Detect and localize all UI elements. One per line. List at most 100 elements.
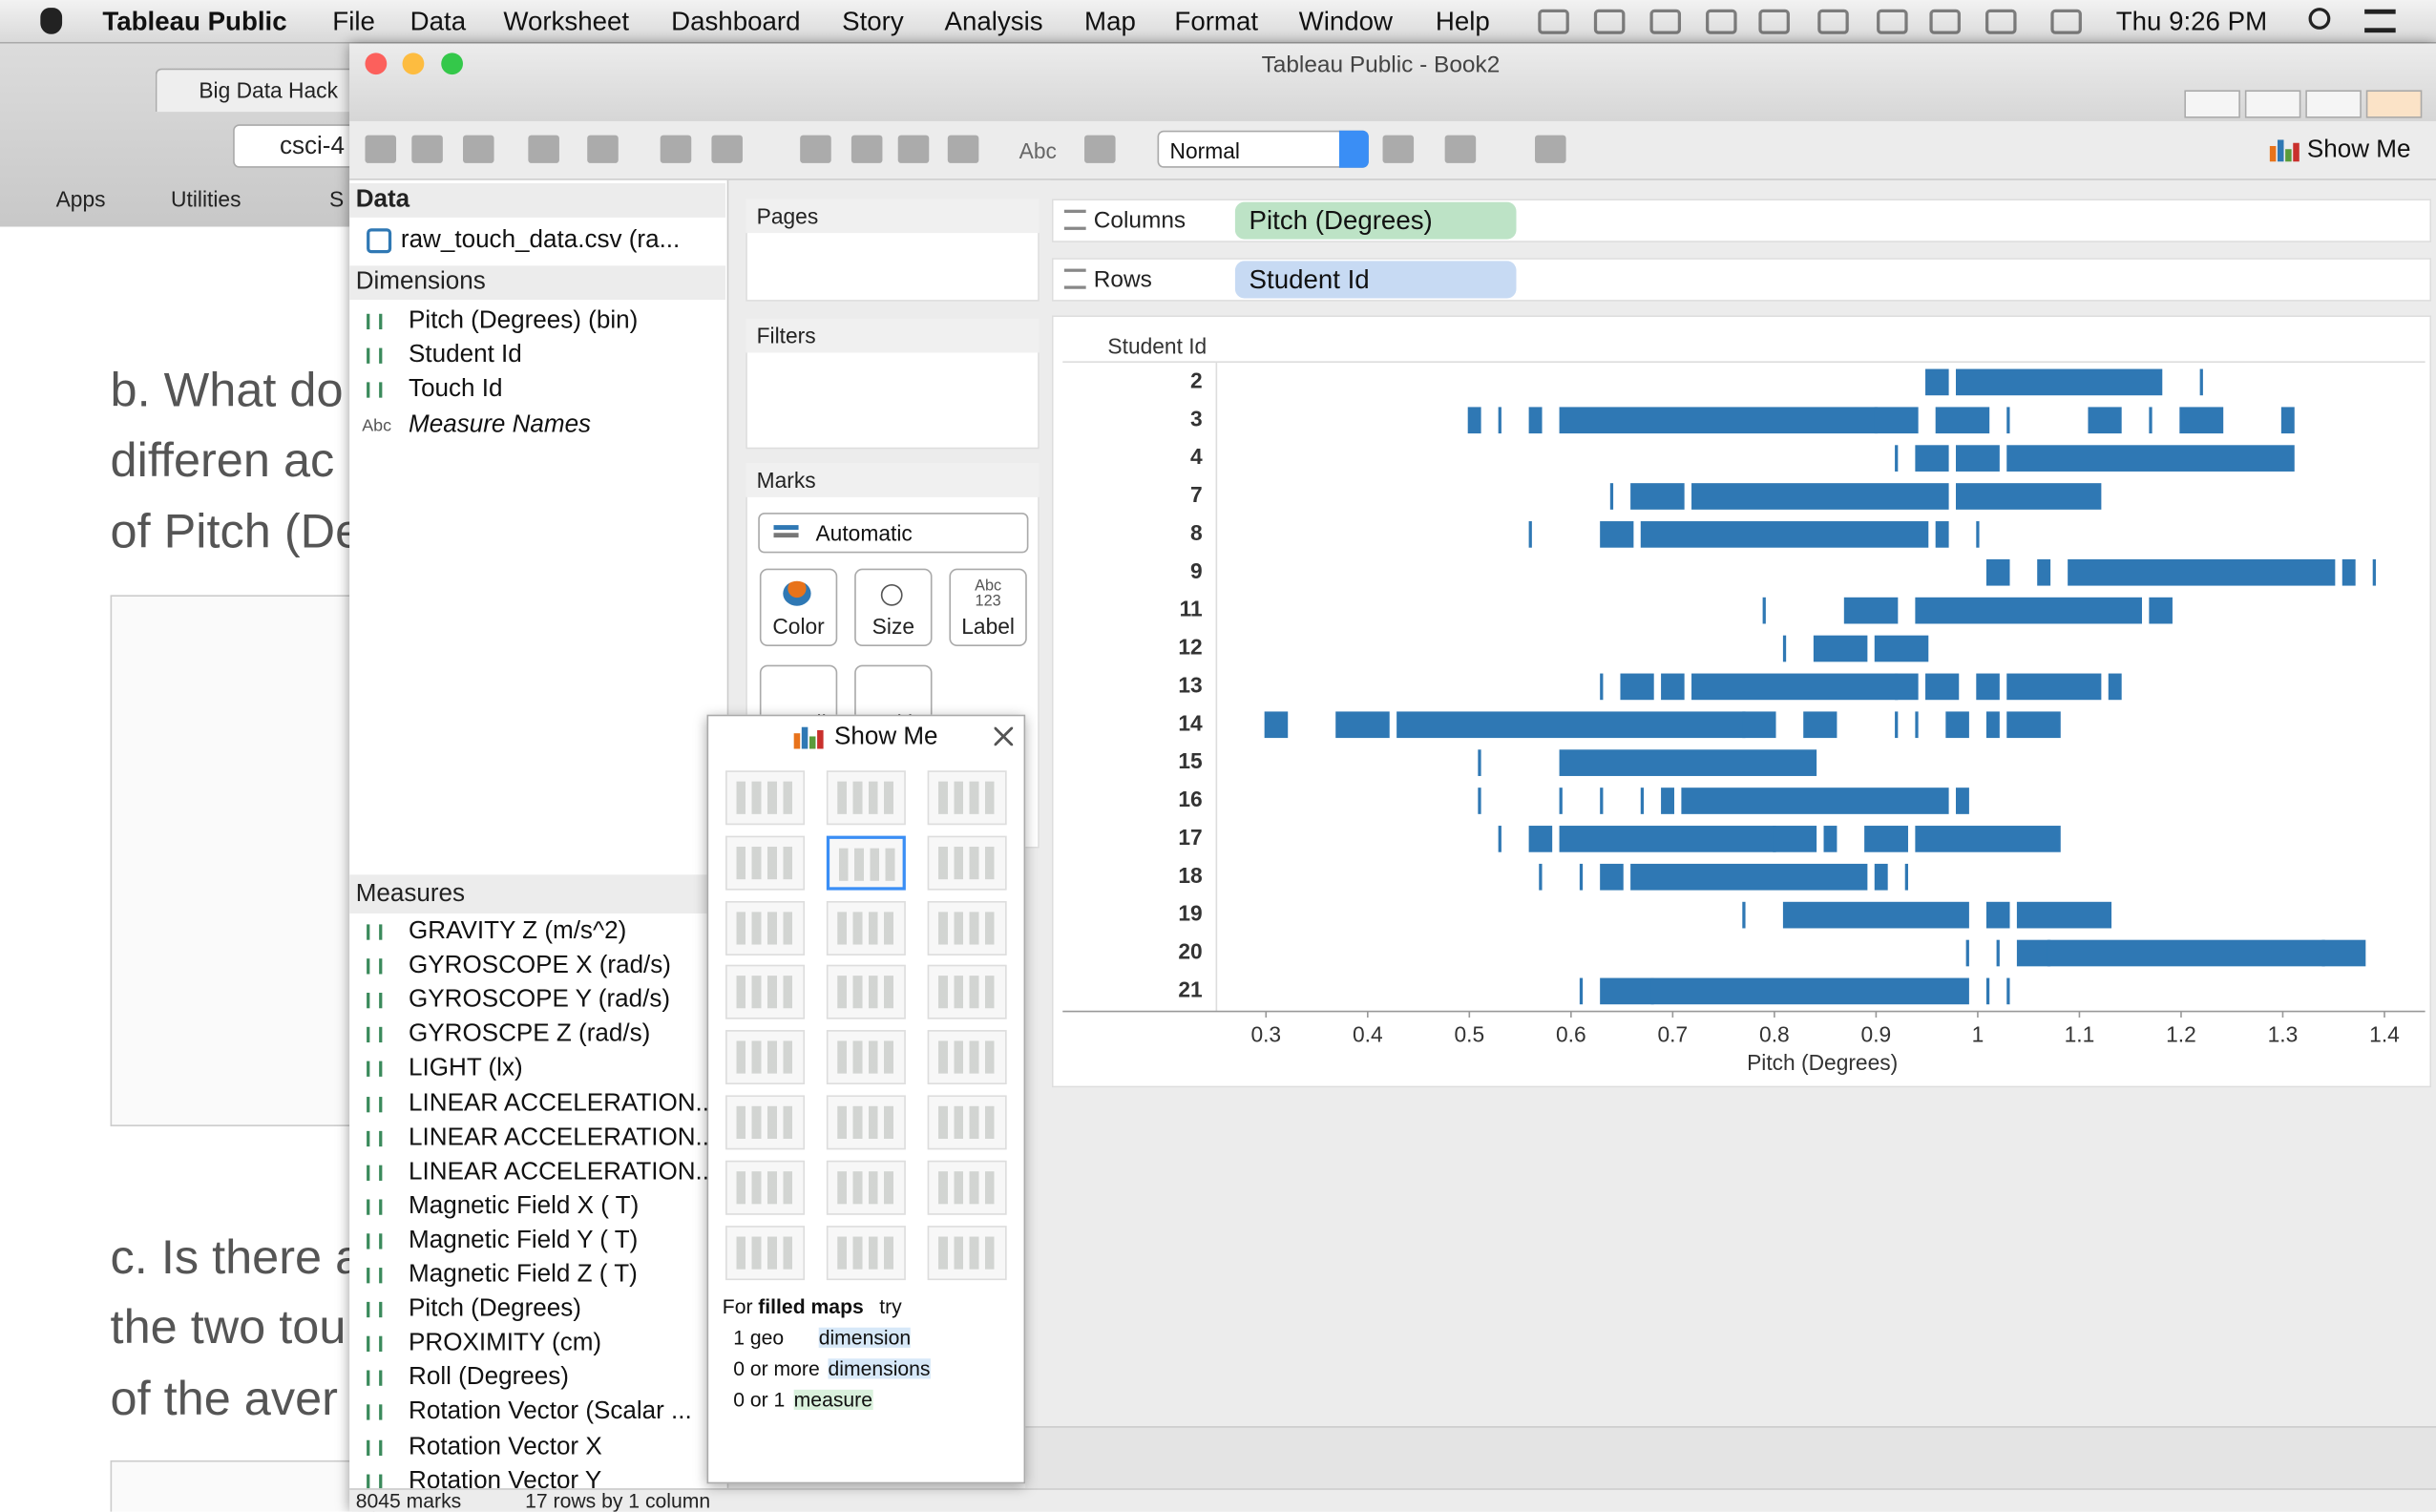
mark-button[interactable]: [854, 568, 933, 647]
toolbar-button[interactable]: [1535, 135, 1566, 163]
search-icon[interactable]: [2308, 8, 2331, 30]
columns-pill[interactable]: [1234, 201, 1517, 240]
type-icon: [367, 1165, 383, 1181]
chart-thumbnail[interactable]: [826, 770, 906, 826]
measure-field[interactable]: Pitch (Degrees): [409, 1295, 581, 1323]
chart-thumbnail[interactable]: [826, 900, 906, 956]
view-tab[interactable]: [2305, 90, 2362, 118]
window-button[interactable]: [365, 52, 388, 75]
toolbar-button[interactable]: [365, 135, 397, 163]
type-icon: [367, 1233, 383, 1250]
mark-type-select[interactable]: [758, 513, 1029, 554]
measure-field[interactable]: Magnetic Field Y ( T): [409, 1227, 639, 1254]
chart-thumbnail[interactable]: [826, 835, 906, 891]
measure-field[interactable]: PROXIMITY (cm): [409, 1330, 602, 1357]
view-tab[interactable]: [2184, 90, 2240, 118]
dimension-field[interactable]: Touch Id: [409, 376, 503, 404]
toolbar-button[interactable]: [528, 135, 559, 163]
x-tick-label: 0.4: [1353, 1022, 1383, 1047]
measure-field[interactable]: GYROSCOPE X (rad/s): [409, 952, 671, 979]
chart-thumbnail[interactable]: [927, 835, 1007, 891]
dimension-field[interactable]: Student Id: [409, 342, 522, 369]
measure-field[interactable]: LIGHT (lx): [409, 1055, 523, 1082]
menu-item[interactable]: Dashboard: [671, 7, 801, 37]
show-me-button[interactable]: Show Me: [2306, 136, 2411, 163]
chart-thumbnail[interactable]: [725, 770, 806, 826]
mark-button[interactable]: [949, 568, 1027, 647]
chart-thumbnail[interactable]: [927, 900, 1007, 956]
close-button[interactable]: [994, 726, 1014, 746]
window-button[interactable]: [402, 52, 425, 75]
thumbnail-glyph: [837, 1170, 895, 1205]
toolbar-button[interactable]: [1084, 135, 1116, 163]
measure-field[interactable]: Magnetic Field Z ( T): [409, 1261, 638, 1289]
menu-item[interactable]: Map: [1084, 7, 1136, 37]
toolbar-button[interactable]: [411, 135, 443, 163]
menu-item[interactable]: Data: [410, 7, 467, 37]
menu-item[interactable]: Story: [842, 7, 904, 37]
menu-item[interactable]: Worksheet: [503, 7, 630, 37]
toolbar-button[interactable]: [897, 135, 930, 163]
menu-item[interactable]: Window: [1298, 7, 1394, 37]
thumbnail-glyph: [938, 1235, 997, 1270]
menu-app[interactable]: Tableau Public: [102, 7, 287, 37]
chart-thumbnail[interactable]: [826, 1160, 906, 1215]
show-me-icon: [808, 736, 816, 749]
bookmark[interactable]: Utilities: [171, 186, 242, 212]
filters-title: Filters: [756, 323, 816, 348]
measure-field[interactable]: GYROSCPE Z (rad/s): [409, 1020, 651, 1048]
list-icon[interactable]: [2364, 9, 2396, 33]
toolbar-button[interactable]: [800, 135, 831, 163]
chart-thumbnail[interactable]: [927, 1225, 1007, 1280]
toolbar-button[interactable]: [850, 135, 883, 163]
bookmark[interactable]: Apps: [55, 186, 106, 212]
toolbar-button[interactable]: [711, 135, 743, 163]
menu-item[interactable]: File: [332, 7, 375, 37]
toolbar-button[interactable]: [1444, 135, 1477, 163]
chart-thumbnail[interactable]: [826, 1095, 906, 1150]
dimension-field[interactable]: Measure Names: [409, 410, 592, 438]
chart-thumbnail[interactable]: [725, 1225, 806, 1280]
menu-item[interactable]: Help: [1435, 7, 1490, 37]
bookmark[interactable]: S: [329, 186, 345, 212]
view-tab[interactable]: [2244, 90, 2301, 118]
chart-thumbnail[interactable]: [826, 1030, 906, 1085]
measure-field[interactable]: Rotation Vector X: [409, 1433, 602, 1460]
toolbar-button[interactable]: [463, 135, 494, 163]
toolbar-button[interactable]: [1382, 135, 1415, 163]
toolbar-abc[interactable]: Abc: [1018, 137, 1057, 163]
view-tab[interactable]: [2365, 90, 2423, 118]
chart-thumbnail[interactable]: [725, 835, 806, 891]
measure-field[interactable]: LINEAR ACCELERATION...: [409, 1158, 717, 1186]
rows-pill[interactable]: [1234, 261, 1517, 299]
chart-thumbnail[interactable]: [927, 1095, 1007, 1150]
window-button[interactable]: [441, 52, 464, 75]
chart-thumbnail[interactable]: [826, 965, 906, 1020]
chart-thumbnail[interactable]: [826, 1225, 906, 1280]
type-icon: [367, 1061, 383, 1078]
measure-field[interactable]: LINEAR ACCELERATION...: [409, 1124, 717, 1151]
chart-thumbnail[interactable]: [927, 770, 1007, 826]
chart-thumbnail[interactable]: [725, 965, 806, 1020]
chart-thumbnail[interactable]: [725, 1030, 806, 1085]
chart-thumbnail[interactable]: [927, 1160, 1007, 1215]
menu-item[interactable]: Analysis: [944, 7, 1043, 37]
measure-field[interactable]: Magnetic Field X ( T): [409, 1192, 640, 1220]
measure-field[interactable]: LINEAR ACCELERATION...: [409, 1089, 717, 1117]
measure-field[interactable]: Rotation Vector (Scalar ...: [409, 1398, 692, 1426]
chart-thumbnail[interactable]: [725, 1160, 806, 1215]
dimension-field[interactable]: Pitch (Degrees) (bin): [409, 307, 639, 334]
measure-field[interactable]: Roll (Degrees): [409, 1364, 569, 1392]
chart-thumbnail[interactable]: [927, 965, 1007, 1020]
chart-thumbnail[interactable]: [927, 1030, 1007, 1085]
toolbar-button[interactable]: [947, 135, 979, 163]
measure-field[interactable]: GRAVITY Z (m/s^2): [409, 917, 627, 945]
chart-thumbnail[interactable]: [725, 900, 806, 956]
menu-item[interactable]: Format: [1174, 7, 1259, 37]
measure-field[interactable]: GYROSCOPE Y (rad/s): [409, 986, 671, 1014]
toolbar-button[interactable]: [660, 135, 692, 163]
marks-card-header: [746, 463, 1040, 497]
chart-thumbnail[interactable]: [725, 1095, 806, 1150]
data-source[interactable]: raw_touch_data.csv (ra...: [400, 226, 681, 254]
toolbar-button[interactable]: [587, 135, 619, 163]
